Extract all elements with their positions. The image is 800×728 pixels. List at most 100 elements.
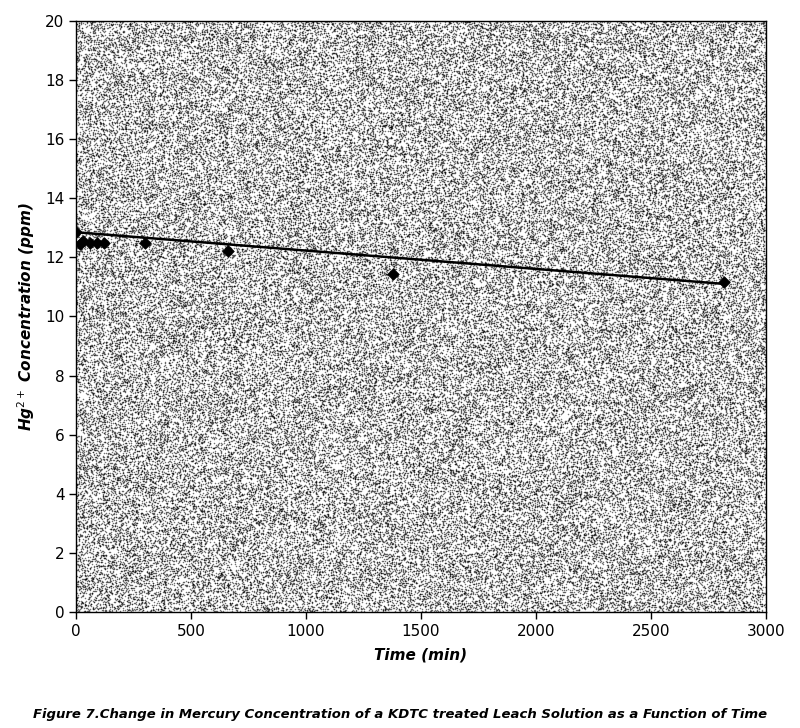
Point [610,568,623,579]
Point [484,281,497,293]
Point [326,151,339,162]
Point [568,584,581,596]
Point [705,339,718,351]
Point [416,283,429,295]
Point [678,115,690,127]
Point [634,491,647,502]
Point [319,547,332,558]
Point [230,446,243,458]
Point [100,124,113,136]
Point [653,355,666,367]
Point [361,69,374,81]
Point [406,162,419,173]
Point [655,386,668,397]
Point [630,98,643,109]
Point [170,595,183,606]
Point [81,145,94,157]
Point [740,520,753,531]
Point [518,290,530,301]
Point [720,315,733,327]
Point [98,533,110,545]
Point [729,76,742,87]
Point [449,84,462,95]
Point [682,183,694,195]
Point [246,166,258,178]
Point [442,596,454,608]
Point [260,52,273,64]
Point [225,386,238,397]
Point [374,357,386,368]
Point [519,351,532,363]
Point [567,480,580,491]
Point [86,587,98,598]
Point [95,122,108,134]
Point [684,16,697,28]
Point [166,534,179,545]
Point [257,228,270,240]
Point [438,474,450,486]
Point [617,553,630,565]
Point [679,471,692,483]
Point [406,332,419,344]
Point [380,606,393,617]
Point [102,389,115,401]
Point [739,219,752,231]
Point [266,177,278,189]
Point [536,228,549,240]
Point [709,454,722,466]
Point [681,317,694,328]
Point [568,237,581,248]
Point [535,136,548,148]
Point [574,141,587,153]
Point [546,392,559,403]
Point [243,114,256,125]
Point [422,226,434,238]
Point [446,161,458,173]
Point [736,198,749,210]
Point [613,315,626,327]
Point [266,542,278,554]
Point [639,51,652,63]
Point [222,258,234,269]
Point [260,369,273,381]
Point [753,571,766,582]
Point [289,18,302,30]
Point [399,605,412,617]
Point [512,15,525,27]
Point [256,380,269,392]
Point [739,444,752,456]
Point [373,210,386,221]
Point [670,67,683,79]
Point [595,558,608,569]
Point [690,280,702,291]
Point [401,517,414,529]
Point [156,306,169,317]
Point [430,66,442,77]
Point [157,408,170,419]
Point [279,519,292,531]
Point [289,250,302,262]
Point [303,595,316,606]
Point [386,243,398,255]
Point [574,213,587,224]
Point [347,226,360,238]
Point [155,162,168,173]
Point [251,408,264,420]
Point [316,521,329,532]
Point [391,375,404,387]
Point [644,357,657,369]
Point [399,264,412,275]
Point [689,537,702,548]
Point [638,510,651,521]
Point [526,500,538,512]
Point [325,341,338,352]
Point [648,344,661,355]
Point [714,289,727,301]
Point [365,428,378,440]
Point [117,405,130,416]
Point [394,470,407,481]
Point [749,474,762,486]
Point [576,510,589,522]
Point [212,106,225,117]
Point [404,523,417,534]
